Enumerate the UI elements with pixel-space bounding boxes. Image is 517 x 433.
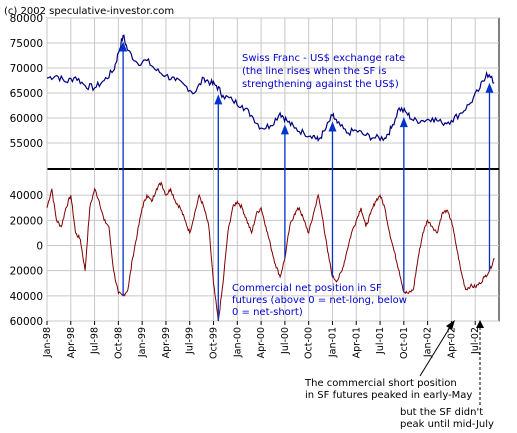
top-y-tick-label: 55000 [10,138,43,150]
note-arrows [419,320,484,405]
x-tick-label: Apr-00 [256,327,267,358]
x-tick-label: Jul-01 [375,327,386,355]
x-tick-label: Oct-99 [209,327,220,359]
bottom-panel-grid [47,194,499,322]
sf-usd-exchange-rate-line [46,34,495,143]
x-tick-label: Apr-98 [66,327,77,358]
bottom-annotation-line-3: 0 = net-short) [232,307,303,318]
blue-arrowhead [328,121,337,132]
note-2-line-2: peak until mid-July [400,419,494,430]
commercial-net-position-line [46,181,495,322]
x-tick-label: Jan-00 [232,327,243,358]
blue-arrowhead [119,41,128,52]
note-1-arrowhead [446,320,455,330]
bottom-y-tick-label: 0 [36,241,43,253]
bottom-y-tick-label: 40000 [10,291,43,303]
x-tick-label: Jul-00 [280,327,291,355]
bottom-annotation: Commercial net position in SF futures (a… [232,283,407,318]
bottom-y-tick-label: 20000 [10,215,43,227]
x-tick-label: Oct-01 [399,327,410,359]
top-y-tick-label: 70000 [10,63,43,75]
top-y-tick-label: 60000 [10,113,43,125]
copyright-text: (c) 2002 speculative-investor.com [4,6,174,17]
note-2-arrowhead [476,320,484,328]
x-tick-label: Apr-01 [351,327,362,358]
bottom-y-tick-label: 40000 [10,190,43,202]
blue-arrowhead [485,82,494,93]
top-y-tick-label: 80000 [10,13,43,25]
bottom-annotation-line-1: Commercial net position in SF [232,283,382,294]
bottom-y-axis: 40000 20000 0 20000 40000 60000 [10,190,43,328]
top-annotation-line-3: strengthening against the US$) [242,79,399,90]
note-mid-july: but the SF didn't peak until mid-July [400,407,494,430]
note-1-arrow-line [419,323,453,377]
note-early-may: The commercial short position in SF futu… [304,378,472,401]
note-1-line-2: in SF futures peaked in early-May [305,390,472,401]
note-1-line-1: The commercial short position [304,378,457,389]
blue-arrowhead [214,94,223,105]
x-tick-label: Jul-98 [90,327,101,355]
top-annotation-line-2: (the line rises when the SF is [242,66,386,77]
x-tick-label: Apr-02 [446,327,457,358]
top-y-tick-label: 65000 [10,88,43,100]
x-tick-label: Jan-98 [42,327,53,358]
blue-arrowhead [280,124,289,135]
x-tick-label: Jan-01 [327,327,338,358]
top-annotation: Swiss Franc - US$ exchange rate (the lin… [242,53,405,90]
note-2-line-1: but the SF didn't [400,407,483,418]
x-axis: Jan-98 Apr-98 Jul-98 Oct-98 Jan-99 Apr-99 Jul-… [42,321,481,359]
blue-arrowhead [399,117,408,128]
x-tick-label: Jul-99 [185,327,196,355]
top-y-tick-label: 75000 [10,38,43,50]
x-tick-label: Oct-98 [113,327,124,359]
x-tick-label: Jul-02 [470,327,481,355]
bottom-annotation-line-2: futures (above 0 = net-long, below [232,295,407,306]
x-tick-label: Jan-02 [423,327,434,358]
bottom-y-tick-label: 20000 [10,266,43,278]
bottom-y-tick-label: 60000 [10,316,43,328]
top-annotation-line-1: Swiss Franc - US$ exchange rate [242,53,405,64]
x-tick-label: Apr-99 [161,327,172,358]
top-y-axis: 80000 75000 70000 65000 60000 55000 [10,13,43,150]
x-tick-label: Jan-99 [137,327,148,358]
blue-arrows [119,41,494,321]
x-tick-label: Oct-00 [304,327,315,359]
